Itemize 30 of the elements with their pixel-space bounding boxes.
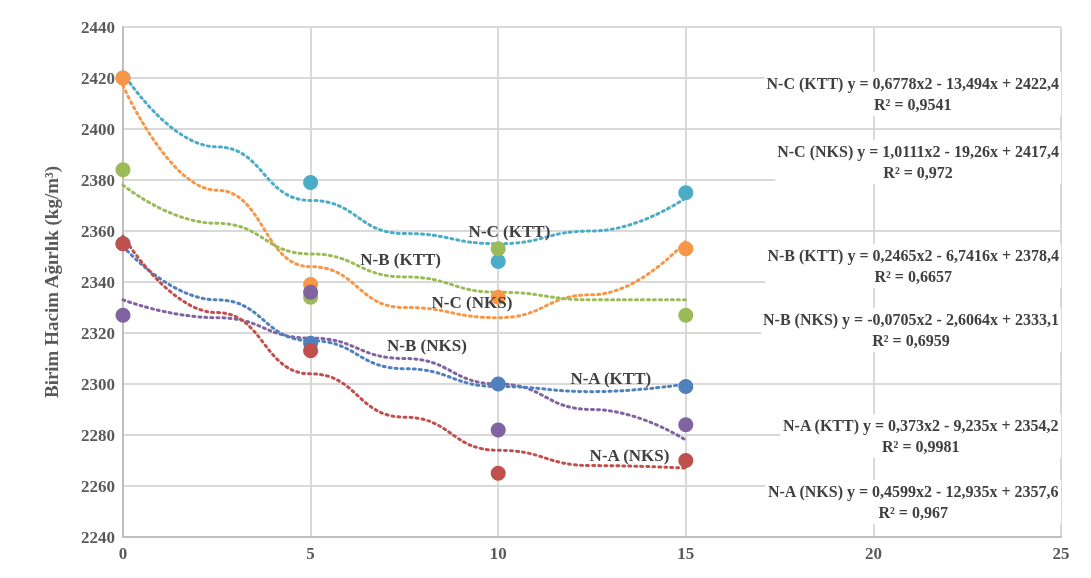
annotation: N-C (KTT) <box>468 221 551 241</box>
x-tick-label: 10 <box>489 544 507 563</box>
y-tick-label: 2300 <box>81 374 115 394</box>
annotation: N-C (KTT) y = 0,6778x2 - 13,494x + 2422,4 R² = 0,9541 <box>766 75 1059 113</box>
y-tick-label: 2240 <box>81 527 115 547</box>
y-tick-label: 2400 <box>81 119 115 139</box>
annotation: N-A (NKS) y = 0,4599x2 - 12,935x + 2357,6 R² = 0,967 <box>767 483 1059 521</box>
y-tick-label: 2260 <box>81 476 115 496</box>
annotation: N-C (NKS) <box>431 292 513 312</box>
y-tick-label: 2360 <box>81 221 115 241</box>
x-tick-label: 25 <box>1052 544 1070 563</box>
annotation: N-A (KTT) <box>570 369 652 389</box>
x-tick-label: 0 <box>118 544 128 563</box>
annotation: N-B (KTT) y = 0,2465x2 - 6,7416x + 2378,4 R² = 0,6657 <box>767 247 1059 285</box>
annotation: N-A (NKS) <box>589 445 670 465</box>
x-tick-label: 20 <box>864 544 882 563</box>
annotation: N-C (NKS) y = 1,0111x2 - 19,26x + 2417,4 R² = 0,972 <box>777 143 1059 181</box>
y-axis-title: Birim Hacim Ağırlık (kg/m³) <box>41 165 63 399</box>
y-tick-label: 2420 <box>81 68 115 88</box>
y-tick-label: 2440 <box>81 17 115 37</box>
annotation: N-A (KTT) y = 0,373x2 - 9,235x + 2354,2 R² = 0,9981 <box>783 417 1059 455</box>
y-tick-label: 2340 <box>81 272 115 292</box>
annotation: N-B (KTT) <box>360 249 442 269</box>
annotation: N-B (NKS) y = -0,0705x2 - 2,6064x + 2333,1 R² = 0,6959 <box>763 311 1059 349</box>
x-tick-label: 5 <box>306 544 315 563</box>
y-tick-label: 2280 <box>81 425 115 445</box>
annotation: N-B (NKS) <box>387 336 467 356</box>
y-tick-label: 2380 <box>81 170 115 190</box>
x-tick-label: 15 <box>677 544 695 563</box>
y-tick-label: 2320 <box>81 323 115 343</box>
